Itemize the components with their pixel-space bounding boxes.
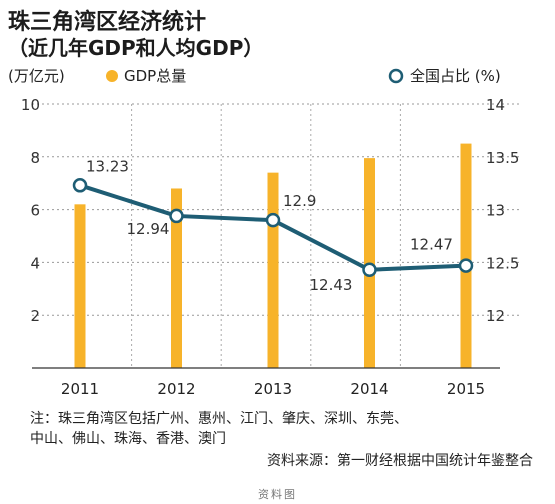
legend-line-swatch — [388, 68, 404, 84]
share-point — [72, 178, 88, 193]
note-line-1: 注：珠三角湾区包括广州、惠州、江门、肇庆、深圳、东莞、 — [30, 411, 408, 427]
chart: (万亿元) GDP总量 全国占比 (%) 2 4 6 8 10 12 12.5 13 13.5 14 13… — [8, 67, 522, 398]
source-note: 资料来源：第一财经根据中国统计年鉴整合 — [267, 453, 533, 469]
left-tick-label: 6 — [30, 202, 40, 220]
gdp-bar — [460, 143, 472, 368]
left-tick-label: 8 — [30, 149, 40, 167]
legend-bar-swatch — [106, 70, 118, 82]
share-data-label: 12.94 — [127, 220, 170, 238]
left-tick-label: 10 — [21, 96, 40, 114]
right-tick-label: 14 — [486, 96, 505, 114]
share-point — [362, 262, 377, 278]
right-tick-label: 12.5 — [486, 254, 519, 272]
left-axis-unit: (万亿元) — [8, 67, 65, 85]
share-point — [458, 258, 474, 273]
x-tick-label: 2012 — [157, 380, 195, 398]
chart-subtitle: （近几年GDP和人均GDP） — [8, 36, 264, 60]
share-point — [265, 212, 281, 228]
left-tick-label: 4 — [30, 254, 40, 272]
x-tick-label: 2015 — [447, 380, 485, 398]
gdp-bar — [267, 172, 279, 368]
share-data-label: 12.47 — [410, 236, 453, 254]
note-line-2: 中山、佛山、珠海、香港、澳门 — [30, 431, 226, 447]
gdp-bar — [74, 204, 86, 368]
legend-bar-label: GDP总量 — [124, 67, 186, 85]
chart-title: 珠三角湾区经济统计 — [8, 10, 207, 35]
share-point — [169, 208, 184, 224]
share-data-label: 13.23 — [86, 157, 129, 175]
right-tick-label: 13.5 — [486, 149, 519, 167]
share-data-label: 12.43 — [310, 276, 353, 294]
x-tick-label: 2011 — [61, 380, 99, 398]
x-tick-label: 2013 — [254, 380, 292, 398]
left-tick-label: 2 — [30, 307, 40, 325]
gdp-bar — [171, 188, 182, 368]
right-tick-label: 13 — [486, 202, 505, 220]
image-caption: 资料图 — [258, 488, 297, 501]
x-tick-label: 2014 — [350, 380, 388, 398]
share-data-label: 12.9 — [283, 192, 316, 210]
right-tick-label: 12 — [486, 307, 505, 325]
legend-line-label: 全国占比 (%) — [410, 67, 501, 85]
